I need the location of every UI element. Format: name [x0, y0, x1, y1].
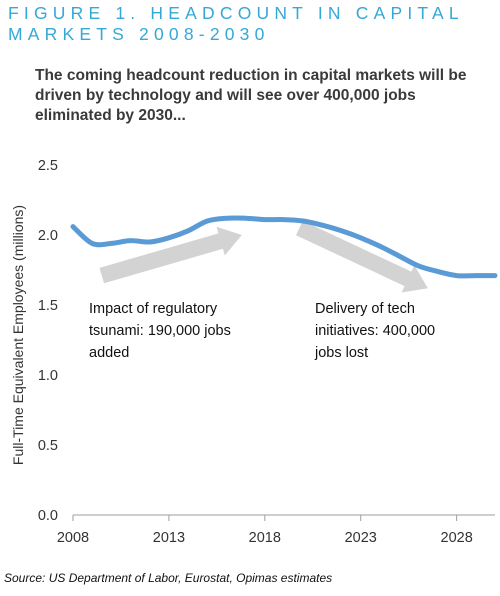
chart-source-note: Source: US Department of Labor, Eurostat…	[4, 571, 333, 585]
y-tick-label: 2.5	[38, 158, 58, 174]
y-tick-label: 2.0	[38, 228, 58, 244]
figure-title: FIGURE 1. HEADCOUNT IN CAPITAL MARKETS 2…	[8, 3, 464, 44]
tech-annotation-line: jobs lost	[314, 345, 368, 361]
y-tick-label: 0.0	[38, 508, 58, 524]
chart-labels: 2008 2013 2018 2023 2028 0.0 0.5 1.0 1.5 2.0 2.5 Fu…	[10, 158, 473, 546]
regulatory-annotation-line: added	[89, 345, 129, 361]
chart-subtitle: The coming headcount reduction in capita…	[35, 67, 467, 124]
regulatory-arrow	[99, 226, 242, 284]
y-tick-label: 0.5	[38, 438, 58, 454]
x-tick-label: 2023	[345, 530, 377, 546]
chart-axes	[72, 514, 495, 521]
regulatory-annotation-line: tsunami: 190,000 jobs	[89, 323, 231, 339]
tech-annotation-line: initiatives: 400,000	[315, 323, 435, 339]
x-tick-label: 2028	[441, 530, 473, 546]
x-tick-label: 2008	[57, 530, 89, 546]
x-tick-label: 2018	[249, 530, 281, 546]
regulatory-annotation-line: Impact of regulatory	[89, 301, 218, 317]
annotation-arrows	[99, 220, 428, 293]
tech-arrow	[296, 220, 428, 293]
headcount-series-line	[70, 215, 498, 279]
tech-annotation-line: Delivery of tech	[315, 301, 415, 317]
y-tick-label: 1.5	[38, 298, 58, 314]
y-axis-title: Full-Time Equivalent Employees (millions…	[10, 205, 26, 465]
y-tick-label: 1.0	[38, 368, 58, 384]
x-tick-label: 2013	[153, 530, 185, 546]
